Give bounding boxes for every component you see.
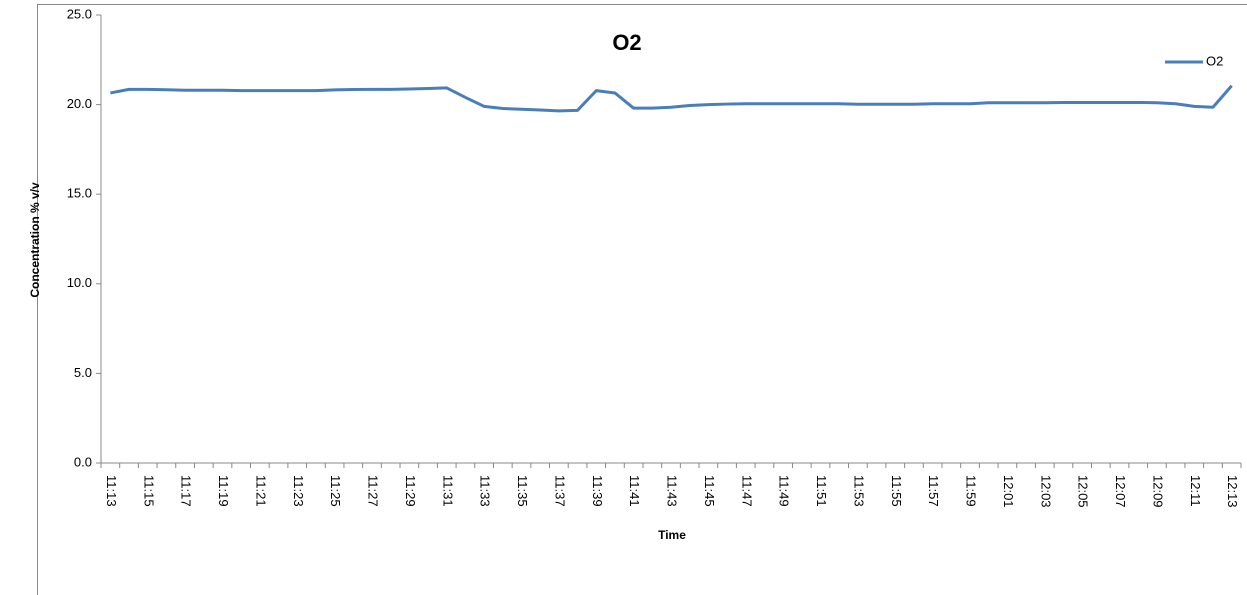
- x-tick-label: 12:05: [1076, 475, 1091, 508]
- y-tick-label: 5.0: [74, 365, 92, 380]
- x-tick-label: 11:55: [889, 475, 904, 507]
- x-tick-label: 11:23: [291, 475, 306, 507]
- x-tick-label: 11:25: [328, 475, 343, 507]
- x-tick-label: 11:41: [627, 475, 642, 507]
- x-tick-label: 11:39: [590, 475, 605, 507]
- x-axis-label: Time: [658, 528, 686, 542]
- x-tick-label: 11:27: [366, 475, 381, 507]
- x-tick-label: 11:43: [665, 475, 680, 507]
- x-tick-label: 11:19: [216, 475, 231, 507]
- series-line: [110, 84, 1233, 113]
- x-tick-label: 12:11: [1188, 475, 1203, 507]
- x-tick-label: 11:15: [141, 475, 156, 507]
- x-tick-label: 12:09: [1150, 475, 1165, 508]
- y-axis-label: Concentration % v/v: [28, 182, 42, 298]
- legend-label: O2: [1206, 53, 1223, 68]
- x-tick-label: 11:37: [552, 475, 567, 507]
- y-tick-label: 0.0: [74, 454, 92, 469]
- y-tick-label: 10.0: [67, 275, 92, 290]
- x-tick-label: 11:53: [851, 475, 866, 507]
- x-tick-label: 11:33: [478, 475, 493, 507]
- x-tick-label: 11:57: [926, 475, 941, 507]
- x-tick-label: 11:17: [179, 475, 194, 507]
- x-tick-label: 12:07: [1113, 475, 1128, 508]
- x-tick-label: 11:13: [104, 475, 119, 507]
- x-tick-label: 11:35: [515, 475, 530, 507]
- chart-frame: [37, 4, 1247, 595]
- y-tick-label: 20.0: [67, 96, 92, 111]
- x-tick-label: 11:47: [739, 475, 754, 507]
- x-tick-label: 11:21: [253, 475, 268, 507]
- x-tick-label: 12:03: [1038, 475, 1053, 508]
- x-tick-label: 12:01: [1001, 475, 1016, 508]
- x-tick-label: 11:49: [777, 475, 792, 507]
- x-tick-label: 11:31: [440, 475, 455, 507]
- y-tick-label: 15.0: [67, 186, 92, 201]
- x-tick-label: 11:51: [814, 475, 829, 507]
- x-tick-label: 11:59: [964, 475, 979, 507]
- chart-title: O2: [612, 30, 641, 55]
- x-tick-label: 11:45: [702, 475, 717, 507]
- x-tick-label: 11:29: [403, 475, 418, 507]
- x-tick-label: 12:13: [1225, 475, 1240, 508]
- y-tick-label: 25.0: [67, 6, 92, 21]
